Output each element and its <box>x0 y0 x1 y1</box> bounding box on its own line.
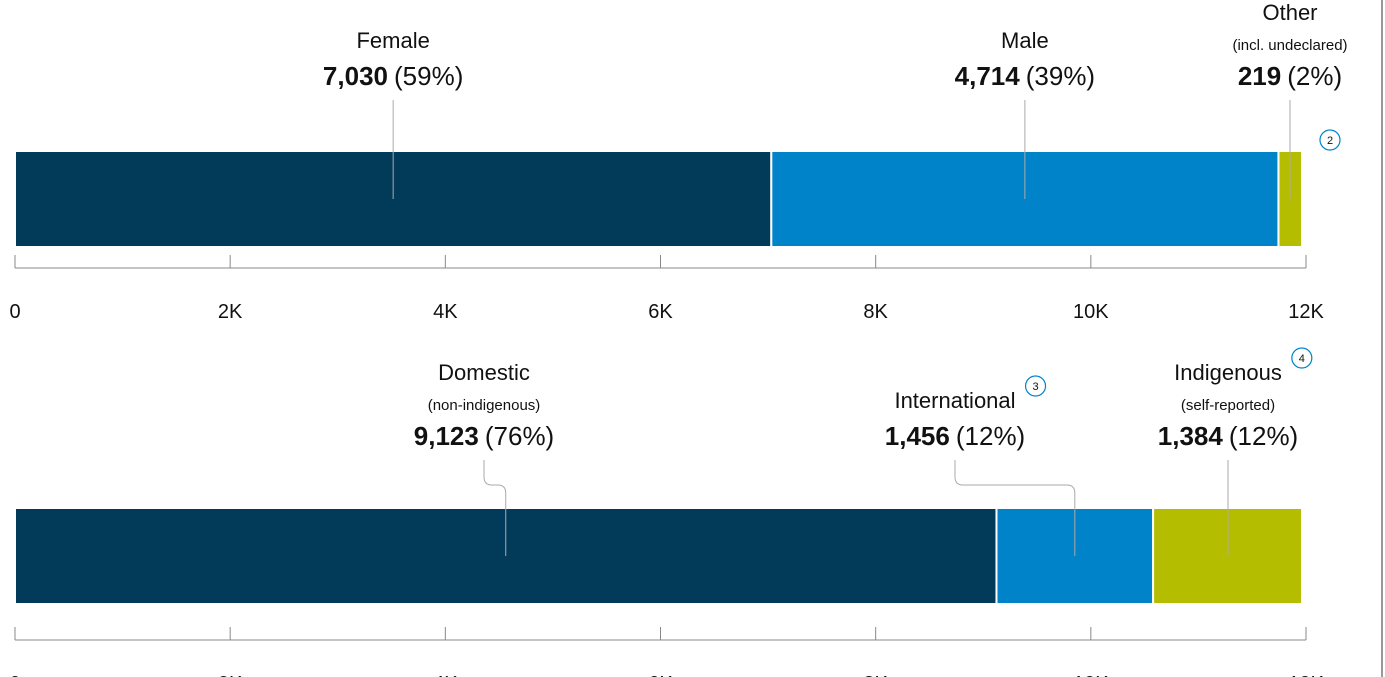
segment-subtitle: (self-reported) <box>1181 397 1275 414</box>
x-tick-label: 4K <box>433 673 458 677</box>
segment-value: 1,456 (12%) <box>885 421 1025 451</box>
x-tick-label: 2K <box>218 673 243 677</box>
x-tick-label: 6K <box>648 301 673 323</box>
x-tick-label: 2K <box>218 301 243 323</box>
value-label: 4,714 <box>955 61 1021 91</box>
share-label: (39%) <box>1026 61 1095 91</box>
segment-name: Male <box>1001 28 1049 53</box>
segment-value: 9,123 (76%) <box>414 421 554 451</box>
segment-value: 4,714 (39%) <box>955 61 1095 91</box>
note-number: 4 <box>1299 353 1305 365</box>
x-tick-label: 0 <box>9 301 20 323</box>
note-marker <box>1319 129 1341 151</box>
share-label: (59%) <box>394 61 463 91</box>
note-number: 2 <box>1327 135 1333 147</box>
x-tick-label: 8K <box>863 673 888 677</box>
share-label: (76%) <box>485 421 554 451</box>
x-tick-label: 12K <box>1288 673 1324 677</box>
leader-line <box>954 460 1076 556</box>
note-number: 3 <box>1032 381 1038 393</box>
value-label: 219 <box>1238 61 1281 91</box>
segment-value: 7,030 (59%) <box>323 61 463 91</box>
x-tick-label: 10K <box>1073 301 1109 323</box>
segment-subtitle: (non-indigenous) <box>428 397 541 414</box>
segment-name: Other <box>1262 0 1317 25</box>
segment-name: Female <box>356 28 429 53</box>
value-label: 9,123 <box>414 421 479 451</box>
value-label: 7,030 <box>323 61 388 91</box>
segment-value: 1,384 (12%) <box>1158 421 1298 451</box>
value-label: 1,384 <box>1158 421 1224 451</box>
x-tick-label: 12K <box>1288 301 1324 323</box>
segment-value: 219 (2%) <box>1238 61 1342 91</box>
segment-name: International <box>894 388 1015 413</box>
value-label: 1,456 <box>885 421 950 451</box>
x-tick-label: 10K <box>1073 673 1109 677</box>
segment-subtitle: (incl. undeclared) <box>1232 37 1347 54</box>
note-marker <box>1291 347 1313 369</box>
share-label: (12%) <box>956 421 1025 451</box>
segment-name: Indigenous <box>1174 360 1282 385</box>
segment-name: Domestic <box>438 360 530 385</box>
share-label: (12%) <box>1229 421 1298 451</box>
note-marker <box>1024 375 1047 397</box>
x-tick-label: 4K <box>433 301 458 323</box>
leader-line <box>483 460 507 556</box>
x-tick-label: 0 <box>9 673 20 677</box>
x-tick-label: 8K <box>863 301 888 323</box>
x-tick-label: 6K <box>648 673 673 677</box>
share-label: (2%) <box>1287 61 1342 91</box>
